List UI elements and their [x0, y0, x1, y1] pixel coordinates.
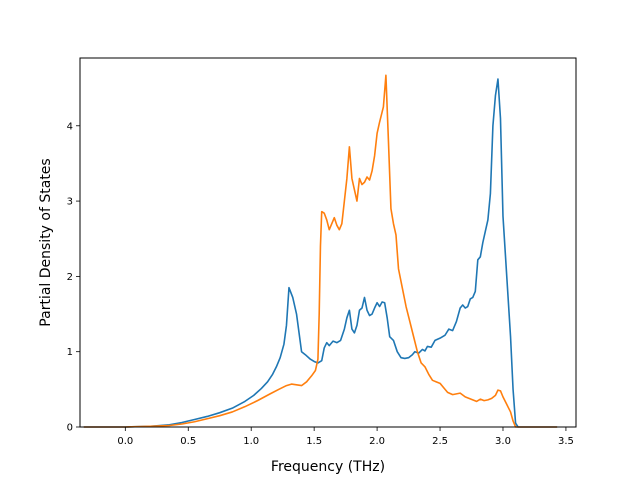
x-tick-label: 0.0	[117, 436, 133, 447]
y-tick-label: 1	[67, 347, 73, 358]
x-tick-label: 3.0	[495, 436, 511, 447]
y-tick-label: 4	[67, 121, 73, 132]
y-axis-ticks: 0 1 2 3 4	[67, 121, 80, 434]
x-tick-label: 0.5	[180, 436, 196, 447]
series-layer	[83, 74, 558, 428]
y-tick-label: 0	[67, 423, 73, 434]
series-line-1	[83, 78, 558, 428]
axes-frame	[79, 57, 577, 428]
x-tick-label: 3.5	[558, 436, 574, 447]
x-tick-label: 2.0	[369, 436, 385, 447]
x-tick-label: 2.5	[432, 436, 448, 447]
x-axis-ticks: 0.0 0.5 1.0 1.5 2.0 2.5 3.0 3.5	[117, 427, 574, 447]
y-tick-label: 3	[67, 197, 73, 208]
x-axis-label: Frequency (THz)	[271, 459, 385, 475]
x-tick-label: 1.0	[243, 436, 259, 447]
x-tick-label: 1.5	[306, 436, 322, 447]
y-axis-label: Partial Density of States	[38, 158, 54, 326]
series-line-2	[83, 74, 558, 428]
y-tick-label: 2	[67, 272, 73, 283]
